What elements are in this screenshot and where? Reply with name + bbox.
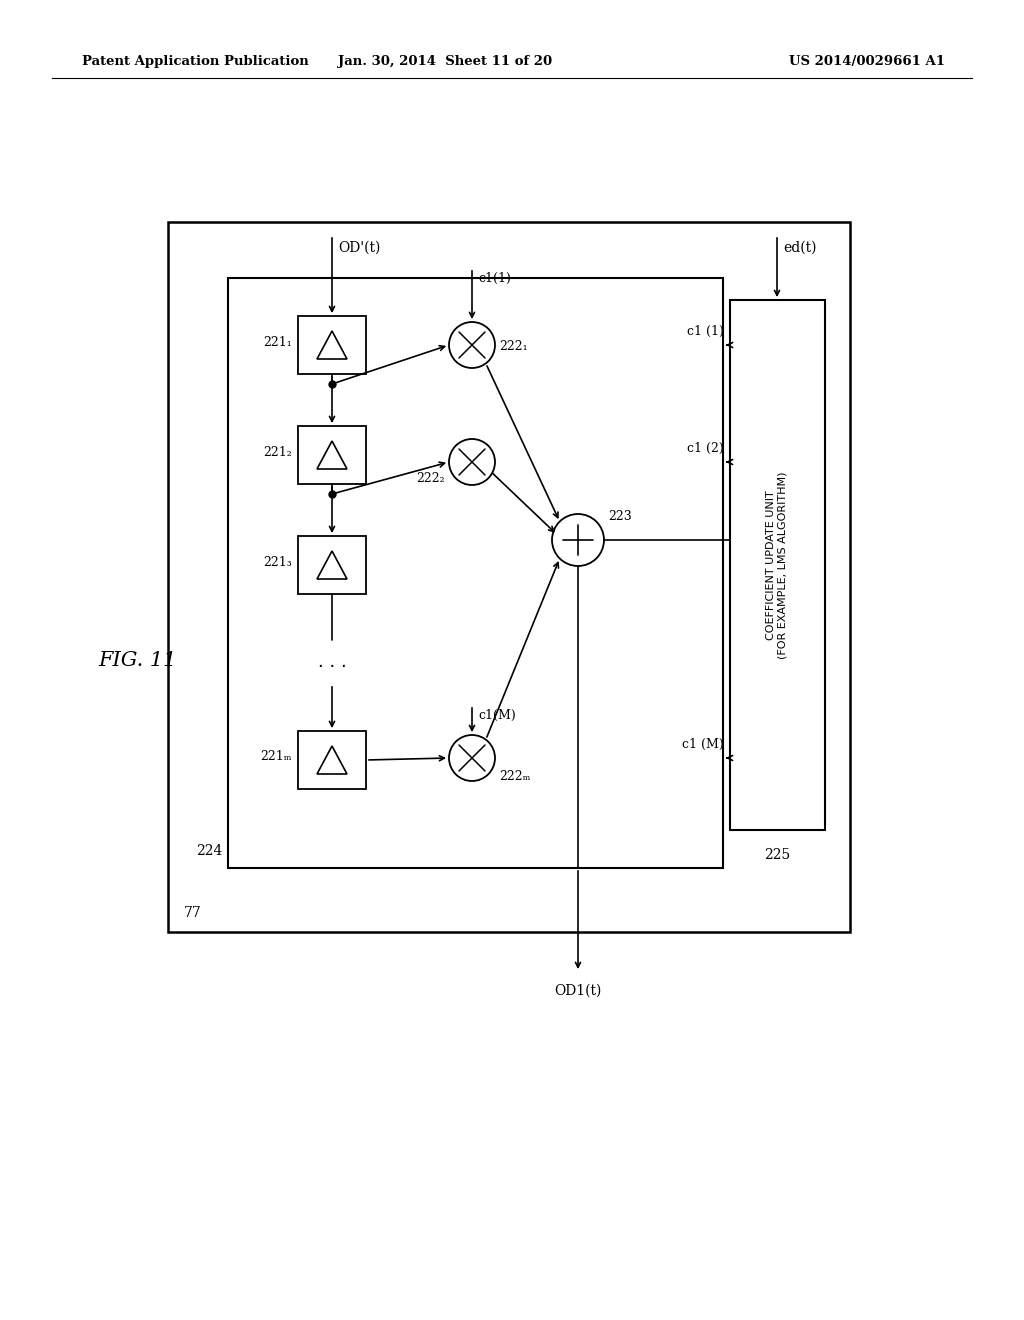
Text: Jan. 30, 2014  Sheet 11 of 20: Jan. 30, 2014 Sheet 11 of 20: [338, 55, 552, 69]
Bar: [730, 300, 825, 830]
Text: 221₂: 221₂: [263, 446, 292, 458]
Text: 223: 223: [608, 510, 632, 523]
Text: ed(t): ed(t): [783, 242, 816, 255]
Text: Patent Application Publication: Patent Application Publication: [82, 55, 309, 69]
Text: c1(1): c1(1): [478, 272, 511, 285]
Text: 221₃: 221₃: [263, 556, 292, 569]
Text: . . .: . . .: [317, 653, 346, 671]
Text: OD1(t): OD1(t): [554, 983, 602, 998]
Text: c1 (1): c1 (1): [687, 325, 724, 338]
Text: 222ₘ: 222ₘ: [499, 770, 530, 783]
Text: 77: 77: [184, 906, 202, 920]
Circle shape: [449, 322, 495, 368]
Text: FIG. 11: FIG. 11: [98, 651, 176, 669]
Bar: [168, 222, 850, 932]
Bar: [298, 426, 366, 484]
Circle shape: [449, 440, 495, 484]
Text: 221₁: 221₁: [263, 335, 292, 348]
Text: US 2014/0029661 A1: US 2014/0029661 A1: [790, 55, 945, 69]
Bar: [298, 315, 366, 374]
Bar: [228, 279, 723, 869]
Circle shape: [449, 735, 495, 781]
Text: c1 (M): c1 (M): [682, 738, 724, 751]
Bar: [298, 731, 366, 789]
Circle shape: [552, 513, 604, 566]
Text: OD'(t): OD'(t): [338, 242, 380, 255]
Text: 224: 224: [196, 843, 222, 858]
Text: c1(M): c1(M): [478, 709, 516, 722]
Text: c1 (2): c1 (2): [687, 441, 724, 454]
Text: COEFFICIENT UPDATE UNIT
(FOR EXAMPLE, LMS ALGORITHM): COEFFICIENT UPDATE UNIT (FOR EXAMPLE, LM…: [766, 471, 787, 659]
Text: 222₂: 222₂: [417, 471, 445, 484]
Text: 221ₘ: 221ₘ: [260, 751, 292, 763]
Text: 222₁: 222₁: [499, 341, 527, 354]
Text: 225: 225: [764, 847, 791, 862]
Bar: [298, 536, 366, 594]
